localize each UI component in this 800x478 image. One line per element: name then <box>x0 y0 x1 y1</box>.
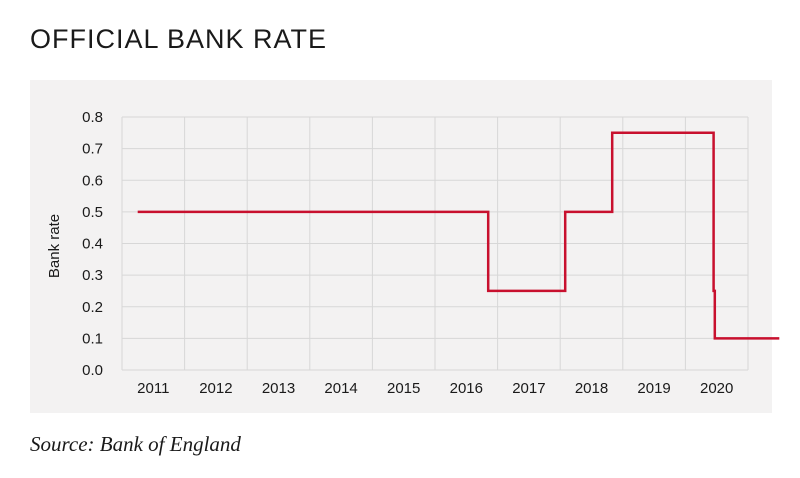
x-tick-label: 2018 <box>575 380 608 397</box>
x-tick-label: 2013 <box>262 380 295 397</box>
y-tick-label: 0.6 <box>82 172 103 189</box>
x-tick-label: 2012 <box>199 380 232 397</box>
y-tick-label: 0.0 <box>82 362 103 379</box>
source-note: Source: Bank of England <box>30 432 241 456</box>
chart-title: OFFICIAL BANK RATE <box>30 24 328 54</box>
y-axis: 0.0 0.1 0.2 0.3 0.4 0.5 0.6 0.7 0.8 <box>82 109 103 379</box>
y-tick-label: 0.5 <box>82 204 103 221</box>
x-tick-label: 2016 <box>450 380 483 397</box>
y-tick-label: 0.2 <box>82 299 103 316</box>
y-tick-label: 0.3 <box>82 267 103 284</box>
y-tick-label: 0.8 <box>82 109 103 126</box>
x-tick-label: 2019 <box>637 380 670 397</box>
y-tick-label: 0.1 <box>82 330 103 347</box>
x-tick-label: 2017 <box>512 380 545 397</box>
x-axis: 2011 2012 2013 2014 2015 2016 2017 2018 2019 2020 <box>137 380 733 397</box>
series-line-bank-rate <box>137 131 780 340</box>
x-tick-label: 2015 <box>387 380 420 397</box>
x-tick-label: 2011 <box>137 380 169 397</box>
series-group <box>137 131 780 340</box>
grid <box>121 116 749 371</box>
y-tick-label: 0.4 <box>82 236 103 253</box>
x-tick-label: 2020 <box>700 380 733 397</box>
y-axis-label: Bank rate <box>46 214 63 278</box>
chart-panel <box>30 80 772 413</box>
x-tick-label: 2014 <box>324 380 357 397</box>
y-tick-label: 0.7 <box>82 141 103 158</box>
